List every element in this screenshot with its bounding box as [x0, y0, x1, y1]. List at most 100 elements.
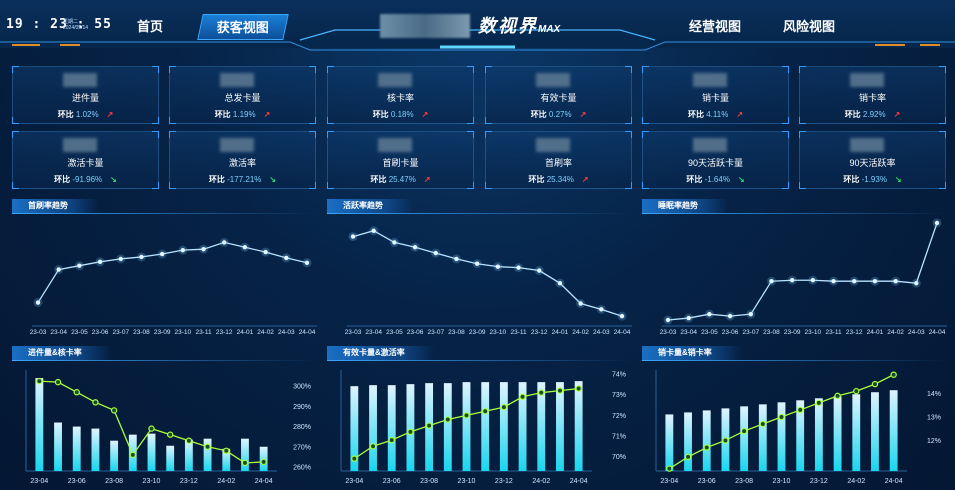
corner-decoration: [799, 117, 806, 124]
x-tick-label: 23-05: [701, 329, 718, 336]
kpi-ratio-label: 环比: [214, 110, 231, 119]
kpi-value-redacted: [220, 73, 254, 87]
corner-decoration: [625, 131, 632, 138]
data-point: [139, 254, 144, 260]
data-point: [350, 234, 356, 239]
kpi-label: 进件量: [71, 93, 99, 103]
x-tick-label: 23-10: [805, 329, 822, 336]
kpi-card[interactable]: 激活卡量 环比 -91.96% ↘: [12, 131, 159, 189]
data-point: [412, 245, 418, 250]
chart-title: 首刷率趋势: [12, 199, 98, 213]
chart-canvas: 23-03 23-04 23-05 23-06 23-07 23-08 23-09 23-10…: [660, 218, 947, 336]
data-point: [769, 279, 774, 284]
rate-point: [575, 385, 582, 392]
x-tick-label: 24-03: [593, 329, 610, 336]
kpi-card[interactable]: 销卡率 环比 2.92% ↗: [799, 66, 946, 124]
data-point: [727, 313, 733, 319]
kpi-ratio-label: 环比: [843, 175, 860, 184]
kpi-card[interactable]: 总发卡量 环比 1.19% ↗: [169, 66, 316, 124]
x-tick-label: 23-08: [448, 329, 465, 336]
rate-point: [241, 459, 249, 467]
x-tick-label: 24-04: [885, 478, 903, 485]
corner-decoration: [467, 182, 474, 189]
bar: [702, 410, 711, 471]
data-point: [97, 259, 103, 264]
chart-canvas: 14% 13% 12% 23-04 23-06 23-08 23-10 23-12 24-02 2…: [655, 370, 941, 485]
x-tick-label: 23-03: [345, 329, 362, 336]
rate-point: [110, 407, 118, 414]
bar: [889, 390, 898, 471]
kpi-card[interactable]: 有效卡量 环比 0.27% ↗: [485, 66, 632, 124]
data-point: [831, 279, 836, 284]
rate-point: [853, 387, 860, 395]
bar: [147, 433, 156, 471]
data-point: [872, 279, 878, 284]
kpi-label: 销卡量: [701, 93, 729, 103]
kpi-card[interactable]: 首刷卡量环比 25.47% ↗: [327, 131, 474, 189]
kpi-ratio-label: 环比: [530, 110, 547, 119]
kpi-value-redacted: [378, 138, 412, 152]
rate-point: [129, 451, 137, 459]
data-point: [304, 260, 310, 265]
corner-decoration: [467, 117, 474, 124]
y2-tick-label: 13%: [927, 414, 941, 421]
data-point: [686, 315, 691, 321]
red-up-arrow-icon: ↗: [106, 110, 114, 119]
data-point: [180, 247, 186, 253]
kpi-ratio-value: -91.96%: [72, 175, 103, 184]
kpi-ratio-value: 25.34%: [546, 175, 574, 184]
rate-point: [444, 416, 452, 423]
kpi-card[interactable]: 激活率 环比 -177.21% ↘: [169, 131, 316, 189]
x-tick-label: 24-03: [278, 329, 295, 336]
corner-decoration: [939, 182, 946, 189]
data-point: [495, 264, 501, 269]
red-up-arrow-icon: ↗: [263, 110, 271, 119]
tab-risk-label: 风险视图: [782, 19, 835, 34]
chart-title: 进件量&核卡率: [12, 346, 112, 360]
corner-decoration: [327, 131, 334, 138]
corner-decoration: [12, 66, 19, 73]
tab-operations[interactable]: 经营视图: [672, 14, 758, 40]
corner-decoration: [625, 182, 632, 189]
x-tick-label: 23-07: [742, 329, 759, 336]
kpi-card[interactable]: 90天活跃率 环比 -1.93% ↘: [799, 131, 946, 189]
rate-point: [538, 389, 545, 396]
kpi-ratio-value: -1.64%: [704, 175, 730, 184]
data-point: [454, 256, 459, 262]
corner-decoration: [169, 182, 176, 189]
rate-point: [425, 422, 433, 429]
chart-panel: 首刷率趋势 23-03 23-04 23-05 23-06 23-07 23-08 23-09…: [12, 199, 317, 340]
rate-point: [369, 443, 377, 450]
bar: [537, 382, 546, 471]
rate-point: [778, 413, 785, 421]
kpi-ratio-value: 1.02%: [75, 110, 99, 119]
kpi-card[interactable]: 进件量 环比 1.02% ↗: [12, 66, 159, 124]
x-tick-label: 23-12: [810, 478, 828, 485]
kpi-label: 首刷卡量: [382, 158, 419, 168]
bar: [758, 404, 767, 471]
tab-home[interactable]: 首页: [110, 14, 190, 40]
data-point: [893, 279, 898, 284]
kpi-ratio: 环比 25.47% ↗: [328, 174, 473, 185]
y2-tick-label: 73%: [612, 392, 626, 399]
kpi-card[interactable]: 首刷率 环比 25.34% ↗: [485, 131, 632, 189]
corner-decoration: [939, 117, 946, 124]
kpi-card[interactable]: 核卡率 环比 0.18% ↗: [327, 66, 474, 124]
corner-decoration: [485, 182, 492, 189]
red-up-arrow-icon: ↗: [736, 110, 744, 119]
kpi-card[interactable]: 销卡量 环比 4.11% ↗: [642, 66, 789, 124]
rate-point: [166, 431, 174, 438]
chart-canvas: 23-03 23-04 23-05 23-06 23-07 23-08 23-09 23-10…: [30, 237, 317, 336]
kpi-value-redacted: [378, 73, 412, 87]
data-point: [934, 220, 940, 226]
corner-decoration: [152, 131, 159, 138]
rate-point: [463, 412, 470, 419]
bar: [387, 385, 396, 471]
data-point: [748, 311, 753, 317]
tab-acquisition[interactable]: 获客视图: [197, 14, 289, 40]
data-point: [474, 261, 480, 266]
tab-risk[interactable]: 风险视图: [766, 14, 852, 40]
rate-point: [556, 387, 564, 394]
kpi-card[interactable]: 90天活跃卡量 环比 -1.64% ↘: [642, 131, 789, 189]
red-up-arrow-icon: ↗: [579, 110, 587, 119]
